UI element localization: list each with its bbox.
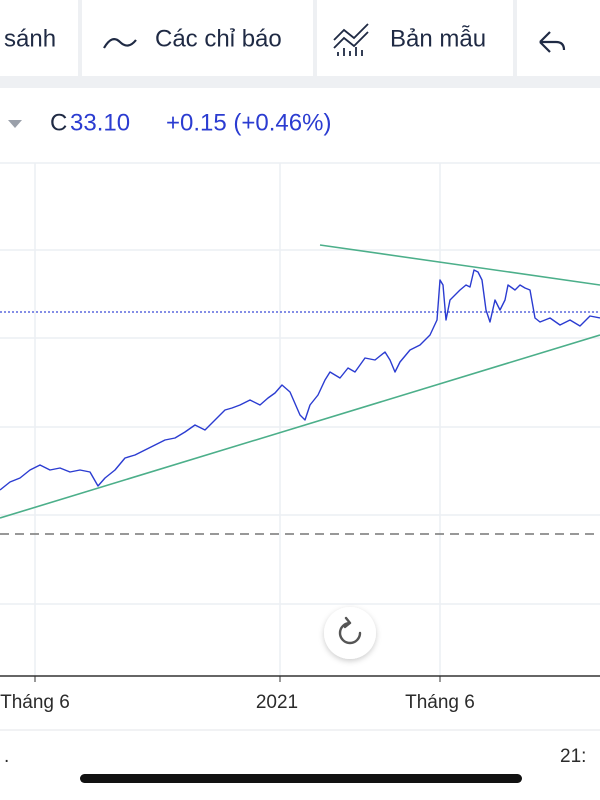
grid — [0, 162, 600, 676]
collapse-arrow[interactable] — [8, 120, 22, 128]
templates-label[interactable]: Bản mẫu — [390, 25, 486, 52]
change-value: +0.15 (+0.46%) — [166, 109, 331, 136]
home-indicator — [80, 774, 522, 783]
compare-label[interactable]: sánh — [4, 25, 56, 52]
indicators-icon — [103, 38, 137, 49]
indicators-label[interactable]: Các chỉ báo — [155, 25, 282, 52]
price-line — [0, 269, 600, 491]
toolbar-button[interactable] — [317, 0, 513, 76]
toolbar-button[interactable] — [0, 0, 78, 76]
footer-left: . — [4, 746, 9, 767]
trend-line[interactable] — [319, 244, 600, 286]
close-value: 33.10 — [70, 109, 130, 136]
reset-icon — [338, 616, 362, 645]
undo-icon[interactable] — [539, 31, 566, 53]
trend-line[interactable] — [0, 334, 600, 519]
footer-bg — [0, 730, 600, 800]
footer-right: 21: — [560, 746, 586, 767]
toolbar-button[interactable] — [82, 0, 313, 76]
templates-icon — [333, 23, 369, 56]
close-label: C — [50, 109, 67, 136]
x-tick-label: Tháng 6 — [0, 692, 70, 713]
reset-button[interactable] — [324, 607, 376, 659]
x-tick-label: 2021 — [256, 692, 298, 713]
x-tick-label: Tháng 6 — [405, 692, 475, 713]
toolbar-button[interactable] — [517, 0, 600, 76]
